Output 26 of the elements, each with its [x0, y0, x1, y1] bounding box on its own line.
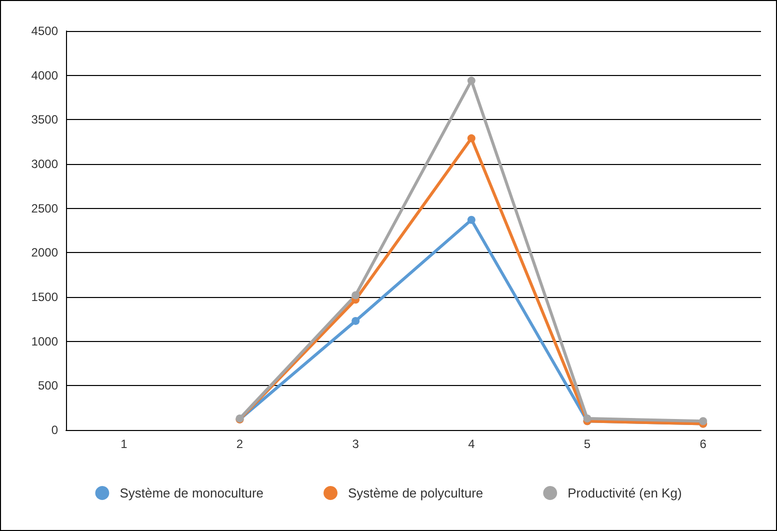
point [583, 414, 592, 422]
y-tick-label: 3000 [31, 157, 58, 171]
y-tick-label: 1500 [31, 290, 58, 304]
x-tick-label: 6 [700, 437, 707, 451]
point [467, 134, 476, 142]
y-tick-label: 2500 [31, 201, 58, 216]
point [467, 216, 476, 224]
y-tick-label: 1000 [31, 334, 58, 348]
y-tick-label: 4500 [31, 24, 58, 38]
legend-label: Productivité (en Kg) [568, 486, 682, 500]
x-tick-label: 3 [352, 437, 360, 451]
y-tick-label: 2000 [31, 246, 58, 260]
x-tick-label: 1 [120, 437, 128, 451]
y-tick-label: 500 [38, 378, 58, 393]
point [699, 417, 708, 426]
legend-label: Système de polyculture [348, 486, 484, 500]
x-tick-label: 2 [236, 437, 244, 451]
y-tick-label: 0 [51, 423, 58, 437]
y-tick-label: 3500 [31, 112, 58, 127]
x-tick-label: 4 [468, 437, 476, 451]
point [352, 291, 360, 300]
x-tick-label: 5 [584, 437, 591, 451]
y-tick-label: 4000 [31, 68, 58, 82]
point [467, 76, 476, 85]
point [352, 316, 360, 325]
legend-label: Système de monoculture [120, 486, 264, 500]
